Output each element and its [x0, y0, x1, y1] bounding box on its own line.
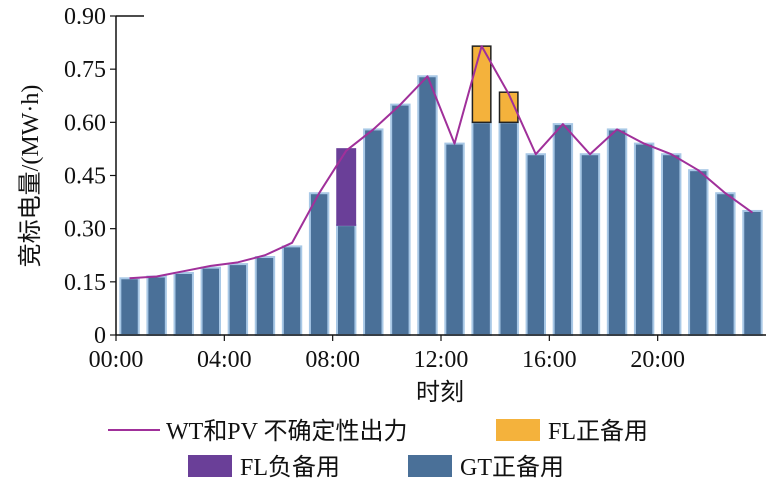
gt-pos-bar	[742, 209, 763, 336]
gt-pos-bar	[308, 192, 330, 336]
gt-pos-bar	[579, 153, 601, 336]
legend-label-fl-neg: FL负备用	[240, 454, 340, 481]
gt-pos-bar	[146, 275, 167, 336]
gt-pos-bar	[688, 169, 709, 336]
gt-pos-bar	[200, 266, 221, 336]
gt-pos-bar	[471, 121, 492, 337]
y-tick-label: 0.60	[64, 110, 106, 136]
gt-pos-bar	[633, 142, 655, 336]
x-axis: 00:00 04:00 08:00 12:00 16:00 20:00	[89, 334, 766, 373]
legend-label-gt-pos: GT正备用	[460, 454, 564, 481]
gt-pos-bar	[444, 142, 465, 336]
gt-pos-bar	[498, 121, 519, 337]
gt-pos-bar	[606, 128, 628, 336]
gt-pos-bar	[227, 263, 249, 336]
legend-fl-pos-swatch	[496, 419, 540, 441]
legend-fl-neg-swatch	[188, 455, 232, 477]
wt-pv-uncertainty-line	[129, 45, 754, 280]
x-tick-label: 16:00	[522, 347, 577, 373]
legend-item-fl-pos: FL正备用	[496, 418, 648, 445]
legend-item-gt-pos: GT正备用	[408, 454, 564, 481]
legend: WT和PV 不确定性出力 FL正备用 FL负备用 GT正备用	[108, 418, 648, 481]
gt-pos-bar	[363, 128, 384, 336]
y-tick-label: 0.15	[64, 270, 106, 296]
y-tick-label: 0.45	[64, 164, 106, 190]
gt-pos-bar	[281, 245, 303, 336]
y-axis-title: 竞标电量/(MW·h)	[17, 85, 44, 268]
gt-pos-bar	[390, 103, 411, 336]
gt-pos-bar	[525, 153, 546, 336]
x-tick-label: 00:00	[89, 347, 144, 373]
gt-pos-bar	[715, 192, 736, 336]
gt-pos-bar	[552, 123, 574, 336]
x-axis-title: 时刻	[416, 379, 464, 406]
legend-item-line: WT和PV 不确定性出力	[108, 418, 408, 445]
y-tick-label: 0.75	[64, 57, 106, 83]
y-tick-label: 0.30	[64, 217, 106, 243]
gt-pos-bar	[336, 224, 357, 336]
legend-gt-pos-swatch	[408, 455, 452, 477]
x-tick-label: 20:00	[630, 347, 685, 373]
gt-pos-bar	[417, 75, 438, 336]
legend-label-line: WT和PV 不确定性出力	[166, 418, 408, 445]
gt-pos-bar	[173, 271, 194, 337]
legend-label-fl-pos: FL正备用	[548, 418, 648, 445]
legend-item-fl-neg: FL负备用	[188, 454, 340, 481]
gt-pos-bar	[254, 256, 276, 336]
y-axis: 0 0.15 0.30 0.45 0.60 0.75 0.90	[64, 4, 144, 349]
gt-pos-bar	[119, 277, 140, 336]
gt-pos-bar	[661, 153, 682, 336]
y-tick-label: 0.90	[64, 4, 106, 30]
x-tick-label: 04:00	[197, 347, 252, 373]
plot-area	[119, 45, 763, 337]
x-tick-label: 12:00	[414, 347, 469, 373]
fl-neg-bar	[336, 148, 357, 226]
y-tick-label: 0	[94, 323, 106, 349]
x-tick-label: 08:00	[305, 347, 360, 373]
